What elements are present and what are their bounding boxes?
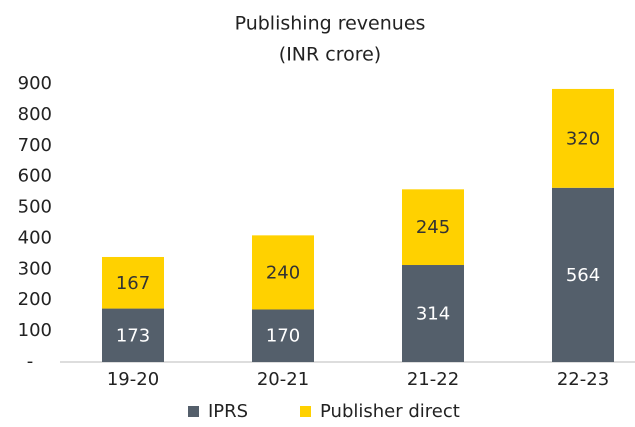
y-tick-label: 800 — [18, 104, 52, 125]
legend-swatch — [300, 406, 311, 417]
x-tick-label: 19-20 — [107, 369, 159, 390]
x-tick-label: 21-22 — [407, 369, 459, 390]
y-tick-label: 700 — [18, 135, 52, 156]
legend-label: IPRS — [208, 401, 248, 422]
bar-segment — [402, 189, 464, 266]
y-tick-label: 400 — [18, 227, 52, 248]
legend-label: Publisher direct — [320, 401, 460, 422]
data-label: 167 — [116, 273, 150, 294]
data-label: 170 — [266, 326, 300, 347]
y-tick-label: - — [27, 351, 34, 372]
x-tick-label: 22-23 — [557, 369, 609, 390]
chart-title: Publishing revenues — [235, 13, 426, 35]
data-label: 173 — [116, 325, 150, 346]
x-tick-label: 20-21 — [257, 369, 309, 390]
data-label: 314 — [416, 304, 450, 325]
bar-segment — [252, 235, 314, 310]
bar-segment — [102, 308, 164, 362]
data-label: 320 — [566, 128, 600, 149]
data-label: 564 — [566, 265, 600, 286]
bar-segment — [402, 265, 464, 362]
y-tick-label: 600 — [18, 166, 52, 187]
y-tick-label: 200 — [18, 289, 52, 310]
data-label: 245 — [416, 217, 450, 238]
y-tick-label: 900 — [18, 73, 52, 94]
data-label: 240 — [266, 262, 300, 283]
bar-segment — [552, 88, 614, 188]
y-tick-label: 100 — [18, 320, 52, 341]
y-tick-label: 500 — [18, 197, 52, 218]
bar-segment — [552, 187, 614, 362]
y-tick-label: 300 — [18, 258, 52, 279]
chart-subtitle: (INR crore) — [279, 44, 381, 66]
bar-segment — [252, 309, 314, 362]
bar-segment — [102, 256, 164, 309]
legend-swatch — [188, 406, 199, 417]
